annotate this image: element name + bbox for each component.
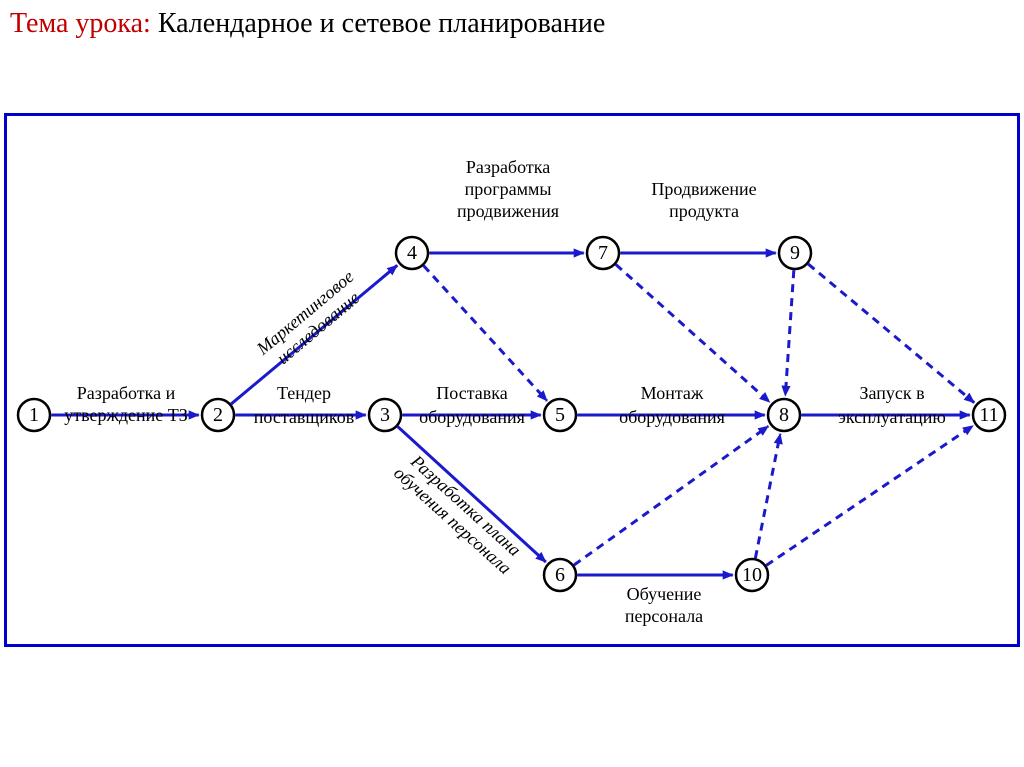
node-5: 5 [544,399,576,431]
svg-text:7: 7 [598,242,608,264]
svg-text:11: 11 [979,404,998,426]
edge-label: Разработкапрограммыпродвижения [457,157,559,221]
node-4: 4 [396,237,428,269]
title-prefix: Тема урока: [10,8,151,39]
node-9: 9 [779,237,811,269]
node-7: 7 [587,237,619,269]
node-3: 3 [369,399,401,431]
node-1: 1 [18,399,50,431]
network-diagram: Разработка иутверждение ТЗТендерпоставщи… [4,113,1020,647]
network-svg: Разработка иутверждение ТЗТендерпоставщи… [4,113,1020,647]
node-11: 11 [973,399,1005,431]
svg-text:8: 8 [779,404,789,426]
svg-text:9: 9 [790,242,800,264]
svg-text:1: 1 [29,404,39,426]
node-10: 10 [736,559,768,591]
svg-text:2: 2 [213,404,223,426]
svg-text:4: 4 [407,242,417,264]
node-8: 8 [768,399,800,431]
node-6: 6 [544,559,576,591]
svg-text:5: 5 [555,404,565,426]
lesson-title: Тема урока: Календарное и сетевое планир… [10,8,605,40]
title-text: Календарное и сетевое планирование [151,8,605,39]
node-2: 2 [202,399,234,431]
svg-text:6: 6 [555,564,565,586]
svg-text:10: 10 [742,564,762,586]
svg-text:Разработкапрограммыпродвижения: Разработкапрограммыпродвижения [457,157,559,221]
svg-text:3: 3 [380,404,390,426]
